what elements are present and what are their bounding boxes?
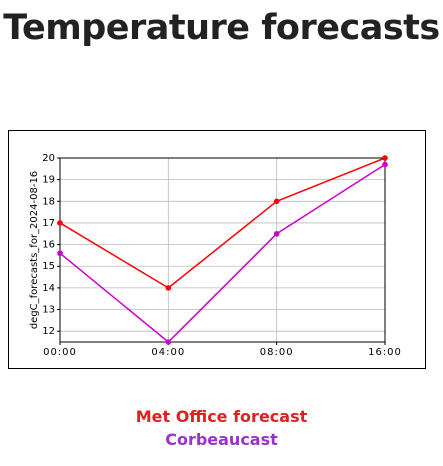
y-tick-label: 16 <box>42 240 55 251</box>
y-tick-label: 13 <box>42 305 55 316</box>
data-point <box>165 339 172 345</box>
y-tick-label: 19 <box>42 175 55 186</box>
y-axis-label: degC_forecasts_for_2024-08-16 <box>29 171 40 329</box>
y-tick-label: 18 <box>42 196 55 207</box>
data-point <box>57 220 63 226</box>
data-point <box>382 161 388 168</box>
series-line <box>59 157 386 289</box>
x-tick-label: 08:00 <box>260 347 294 358</box>
y-tick-label: 12 <box>42 326 55 337</box>
y-tick-label: 15 <box>42 261 55 272</box>
data-point <box>382 155 388 161</box>
page-title: Temperature forecasts <box>3 8 440 48</box>
plot-frame <box>59 157 386 343</box>
y-tick-label: 20 <box>42 153 55 164</box>
legend-entry: Met Office forecast <box>135 407 308 426</box>
y-tick-label: 17 <box>42 218 55 229</box>
y-tick-label: 14 <box>42 283 55 294</box>
x-tick-label: 04:00 <box>151 347 185 358</box>
x-tick-label: 16:00 <box>368 347 402 358</box>
data-point <box>57 250 63 257</box>
data-point <box>273 230 280 237</box>
data-point <box>273 198 280 205</box>
legend-entry: Corbeaucast <box>165 430 278 449</box>
series-line <box>59 163 386 344</box>
chart-frame: 12 13 14 15 16 17 18 19 20 00:00 04:00 08:00 16:00 de… <box>8 130 426 369</box>
data-point <box>165 285 172 291</box>
chart: 12 13 14 15 16 17 18 19 20 00:00 04:00 08:00 16:00 de… <box>29 153 402 358</box>
x-tick-label: 00:00 <box>43 347 77 358</box>
